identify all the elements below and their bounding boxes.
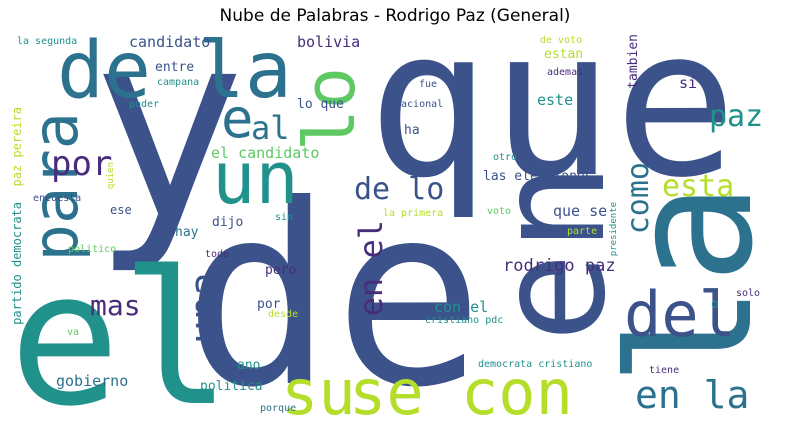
word-el-candidato: el candidato [211,144,320,162]
word-ademas: ademas [547,67,584,78]
word-voto: voto [487,206,512,217]
word-paz-pereira: paz pereira [10,107,24,187]
word-de-voto: de voto [540,35,583,46]
word-otro: otro [493,152,518,163]
word-una: una [182,272,228,345]
chart-title: Nube de Palabras - Rodrigo Paz (General) [219,6,571,26]
word-rodrigo-paz: rodrigo paz [503,256,616,276]
word-del: del [624,278,736,351]
word-ano: ano [237,358,261,373]
word-que-se: que se [553,202,608,220]
word-va: va [67,327,80,338]
word-politico: politico [68,244,117,255]
word-y: y [90,32,247,278]
word-democrata-cristiano: democrata cristiano [478,359,593,370]
word-paz: paz [709,99,764,134]
word-tambien: tambien [626,34,641,89]
word-de: de [183,151,485,421]
word-desde: desde [268,309,299,320]
word-este: este [537,91,574,109]
word-cloud: que y de la el en de la lo para un e al … [7,32,783,420]
word-nacional: nacional [395,99,444,110]
word-la-segunda: la segunda [17,36,78,47]
word-cristiano-pdc: cristiano pdc [425,315,504,326]
word-de-la: de la [57,32,292,116]
word-bolivia: bolivia [297,33,361,51]
word-partido-democrata: partido democrata [10,202,24,325]
word-de-lo: de lo [354,172,445,207]
word-si: si [679,74,698,92]
word-candidato: candidato [129,33,211,51]
word-politica: politica [200,379,263,394]
word-presidente: presidente [609,202,619,257]
word-ha: ha [404,123,420,138]
word-poder: poder [129,99,160,110]
word-le: le [739,302,749,313]
word-el: el [9,231,232,421]
word-sin: sin [275,212,294,223]
word-mas: mas [90,289,141,322]
word-dijo: dijo [212,215,244,230]
word-todo: todo [205,249,230,260]
word-gobierno: gobierno [56,372,129,390]
word-entre: entre [155,60,195,75]
word-e: e [221,87,254,150]
word-un: un [212,136,299,220]
word-la-primera: la primera [383,208,444,219]
word-por: por [51,144,113,184]
word-que: que [367,32,738,223]
word-esta: esta [662,169,735,204]
word-parte: parte [567,226,598,237]
word-encuesta: encuesta [33,193,82,204]
word-campana: campana [157,77,200,88]
word-las-elecciones: las elecciones [483,169,593,184]
word-su: su [281,356,356,421]
word-en-el: en el [352,220,390,317]
word-por-el: por el [257,297,304,312]
word-para: para [19,112,92,262]
word-solo: solo [736,288,761,299]
word-como: como [621,162,656,235]
word-estan: estan [544,47,584,62]
word-con-el: con el [434,298,489,316]
word-hay: hay [175,225,199,240]
word-lo-que: lo que [297,97,344,112]
word-fue: fue [419,79,438,90]
word-porque: porque [260,403,297,414]
word-o: o [711,297,719,312]
word-pero: pero [265,263,297,278]
word-se-con: se con [349,356,573,421]
word-quien: quien [106,162,116,190]
word-tiene: tiene [649,365,680,376]
word-al: al [251,109,290,147]
word-ese: ese [110,203,132,217]
word-en-la: en la [635,373,750,417]
